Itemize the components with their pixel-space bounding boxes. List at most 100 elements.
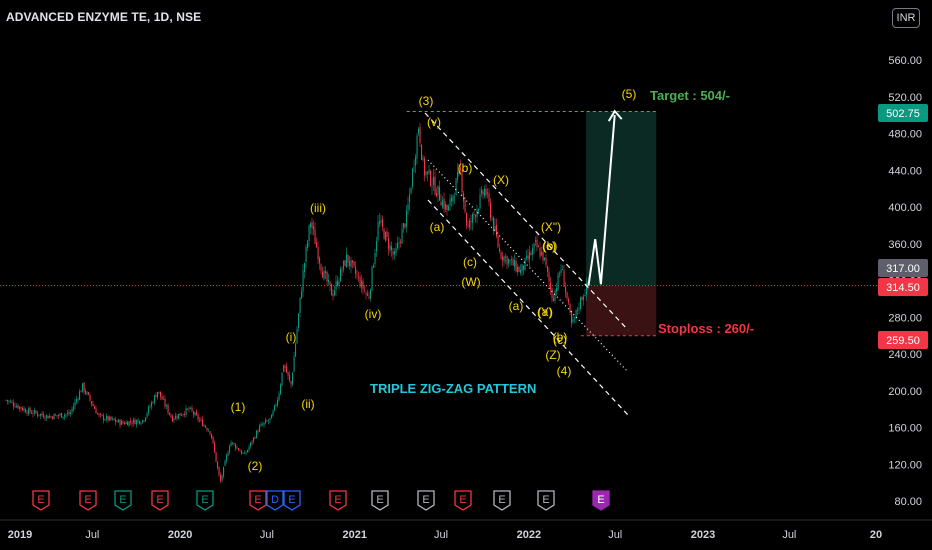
candle-body [358, 276, 360, 278]
y-tick-label: 160.00 [888, 423, 922, 435]
projection-path [587, 115, 616, 286]
candle-body [394, 251, 396, 255]
candle-body [514, 259, 516, 268]
wave-label-2: (2) [248, 459, 263, 473]
earnings-marker[interactable] [114, 490, 132, 511]
candle-body [458, 167, 460, 174]
earnings-marker[interactable] [79, 490, 97, 511]
candle-body [512, 259, 514, 266]
candle-body [170, 415, 172, 418]
y-tick-label: 480.00 [888, 129, 922, 141]
price-label-box [878, 104, 928, 122]
candle-body [92, 403, 94, 406]
candle-body [350, 260, 352, 268]
candle-body [397, 243, 399, 249]
candle-body [97, 413, 99, 415]
candle-body [184, 413, 186, 415]
candle-body [47, 415, 49, 419]
candle-body [586, 282, 588, 295]
target-zone [586, 111, 657, 286]
candle-body [62, 416, 64, 418]
candle-body [5, 399, 7, 401]
candle-body [178, 413, 180, 419]
earnings-marker-letter: E [201, 494, 208, 506]
x-tick-label: Jul [85, 529, 99, 541]
candle-body [244, 452, 246, 454]
candle-body [331, 284, 333, 296]
candle-body [556, 288, 558, 292]
y-tick-label: 400.00 [888, 202, 922, 214]
candle-body [80, 391, 82, 393]
candle-body [103, 415, 105, 421]
earnings-marker[interactable] [249, 490, 267, 511]
x-tick-label: Jul [434, 529, 448, 541]
candle-body [310, 223, 312, 228]
candle-body [133, 419, 135, 424]
candle-body [373, 265, 375, 268]
candle-body [485, 189, 487, 196]
candle-body [220, 474, 222, 482]
wave-label-a: (a) [538, 305, 553, 319]
wave-label-5: (5) [622, 87, 637, 101]
candle-body [10, 401, 12, 403]
currency-button[interactable]: INR [892, 8, 920, 28]
candle-body [454, 196, 456, 198]
earnings-marker[interactable] [371, 490, 389, 511]
candle-body [569, 303, 571, 313]
candle-body [560, 269, 562, 273]
earnings-marker[interactable] [537, 490, 555, 511]
candle-body [425, 171, 427, 175]
earnings-marker[interactable] [329, 490, 347, 511]
earnings-marker-letter: E [542, 494, 549, 506]
candle-body [421, 144, 423, 160]
candle-body [122, 421, 124, 424]
earnings-marker[interactable] [151, 490, 169, 511]
candle-body [236, 447, 238, 449]
candle-body [452, 195, 454, 202]
candle-body [475, 215, 477, 217]
dividend-marker[interactable] [266, 490, 284, 511]
earnings-marker[interactable] [417, 490, 435, 511]
candle-body [361, 280, 363, 288]
candle-body [157, 391, 159, 398]
candle-body [179, 413, 181, 416]
candle-body [292, 372, 294, 385]
candle-body [584, 294, 586, 297]
candle-body [89, 395, 91, 401]
candle-body [163, 398, 165, 400]
earnings-marker[interactable] [32, 490, 50, 511]
candle-body [329, 281, 331, 286]
candle-body [335, 281, 337, 290]
earnings-marker[interactable] [592, 490, 610, 511]
x-tick-label: 2019 [8, 529, 32, 541]
candle-body [137, 420, 139, 422]
candle-body [562, 269, 564, 270]
candle-body [149, 406, 151, 408]
candle-body [413, 167, 415, 169]
candle-body [14, 406, 16, 408]
candle-body [130, 421, 132, 423]
candle-body [334, 290, 336, 296]
candle-body [86, 392, 88, 395]
earnings-marker[interactable] [454, 490, 472, 511]
candle-body [313, 226, 315, 230]
candle-body [229, 446, 231, 453]
candle-body [353, 261, 355, 267]
earnings-marker[interactable] [196, 490, 214, 511]
candle-body [554, 290, 556, 301]
earnings-marker[interactable] [283, 490, 301, 511]
candle-body [515, 260, 517, 272]
candle-body [248, 446, 250, 451]
candle-body [518, 266, 520, 273]
candle-body [344, 260, 346, 266]
earnings-marker-letter: E [498, 494, 505, 506]
earnings-marker[interactable] [493, 490, 511, 511]
candle-body [557, 274, 559, 290]
candle-body [190, 407, 192, 409]
candle-body [541, 252, 543, 256]
y-tick-label: 200.00 [888, 386, 922, 398]
candle-body [119, 419, 121, 426]
candle-body [191, 407, 193, 412]
candle-body [194, 412, 196, 416]
